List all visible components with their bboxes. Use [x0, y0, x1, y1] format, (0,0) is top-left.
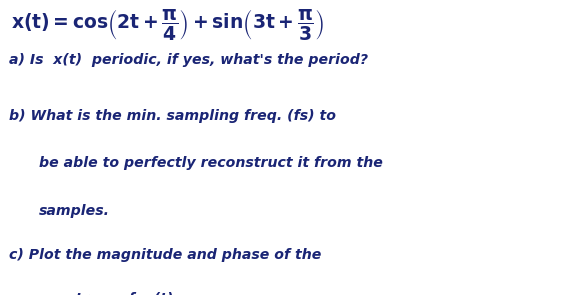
Text: b) What is the min. sampling freq. (fs) to: b) What is the min. sampling freq. (fs) …: [9, 109, 336, 123]
Text: spectrum of  x(t).: spectrum of x(t).: [39, 292, 178, 295]
Text: be able to perfectly reconstruct it from the: be able to perfectly reconstruct it from…: [39, 156, 382, 170]
Text: c) Plot the magnitude and phase of the: c) Plot the magnitude and phase of the: [9, 248, 321, 262]
Text: a) Is  x(t)  periodic, if yes, what's the period?: a) Is x(t) periodic, if yes, what's the …: [9, 53, 367, 67]
Text: samples.: samples.: [39, 204, 109, 217]
Text: $\mathbf{x(t) = cos\left(2t+\dfrac{\pi}{4}\right)+sin\left(3t+\dfrac{\pi}{3}\rig: $\mathbf{x(t) = cos\left(2t+\dfrac{\pi}{…: [11, 7, 324, 42]
